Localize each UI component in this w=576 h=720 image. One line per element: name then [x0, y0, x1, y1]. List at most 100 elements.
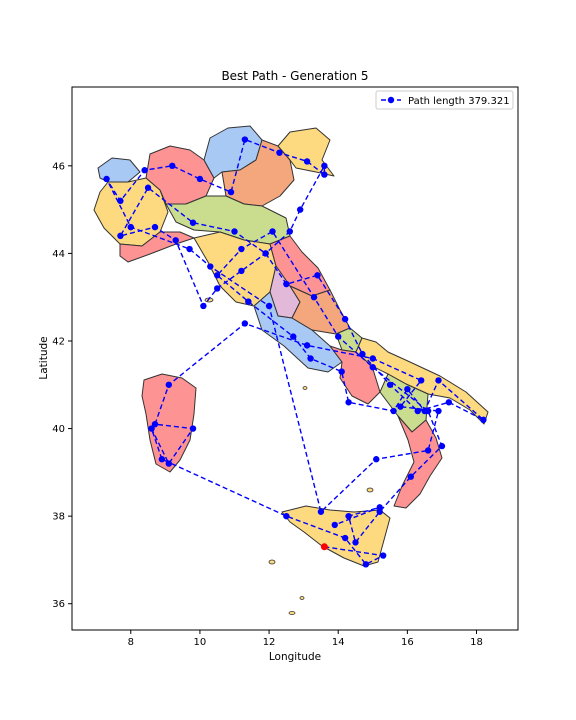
- city-point: [238, 267, 245, 275]
- plot-layer: [103, 136, 487, 568]
- city-point: [424, 407, 432, 415]
- city-point: [286, 228, 294, 235]
- axes-frame: [71, 86, 519, 631]
- city-point: [231, 228, 238, 235]
- city-point: [245, 298, 252, 305]
- island-ustica: [268, 559, 276, 565]
- region-sicilia: [281, 505, 391, 567]
- city-point: [241, 136, 249, 143]
- city-point: [151, 223, 159, 231]
- city-point: [141, 167, 148, 174]
- city-point: [158, 456, 166, 463]
- city-point: [362, 561, 370, 568]
- island-ponza: [302, 386, 308, 390]
- city-point: [262, 250, 269, 257]
- y-axis-label: Latitude: [38, 336, 50, 379]
- city-point: [214, 272, 221, 279]
- city-point: [397, 403, 404, 410]
- city-point: [331, 521, 338, 529]
- city-point: [151, 420, 159, 428]
- city-point: [117, 197, 124, 205]
- city-point: [314, 272, 321, 279]
- city-point: [352, 539, 359, 546]
- x-axis-ticks: 8 10 12 14 16 18: [128, 630, 483, 648]
- city-point: [117, 232, 124, 240]
- legend-label: Path length 379.321: [408, 96, 510, 107]
- city-point: [127, 223, 134, 231]
- region-emilia: [165, 195, 291, 245]
- city-point: [189, 425, 197, 432]
- city-point: [373, 456, 380, 463]
- city-point: [345, 512, 352, 520]
- start-point: [320, 543, 328, 551]
- y-tick-label: 40: [52, 424, 65, 435]
- city-point: [238, 245, 245, 253]
- city-point: [424, 447, 432, 454]
- city-point: [296, 206, 304, 213]
- legend-box: [375, 90, 514, 110]
- island-lampedusa: [288, 611, 296, 615]
- city-point: [214, 285, 221, 292]
- region-sardegna: [141, 373, 197, 473]
- y-tick-label: 38: [52, 512, 65, 523]
- city-point: [172, 237, 179, 244]
- city-point: [341, 534, 349, 542]
- region-friuli: [277, 127, 335, 177]
- city-point: [307, 355, 314, 362]
- city-point: [303, 158, 311, 165]
- legend: Path length 379.321: [375, 90, 514, 110]
- city-point: [283, 512, 290, 520]
- x-axis-label: Longitude: [269, 651, 321, 663]
- region-calabria: [393, 415, 443, 509]
- city-point: [303, 342, 311, 349]
- city-point: [414, 407, 421, 415]
- city-point: [404, 385, 411, 393]
- city-point: [200, 302, 207, 310]
- city-point: [196, 175, 204, 183]
- city-point: [265, 302, 273, 310]
- x-tick-label: 8: [128, 637, 134, 648]
- city-point: [144, 184, 152, 191]
- y-axis-ticks: 36 38 40 42 44 46: [52, 161, 72, 610]
- city-point: [103, 175, 110, 183]
- island-pantelleria: [299, 596, 305, 600]
- y-tick-label: 44: [52, 249, 65, 260]
- city-point: [480, 416, 487, 424]
- city-point: [438, 442, 446, 450]
- city-point: [335, 333, 342, 340]
- x-tick-label: 18: [470, 637, 483, 648]
- city-point: [283, 280, 290, 288]
- city-point: [276, 149, 283, 156]
- city-point: [369, 355, 376, 362]
- y-tick-label: 36: [52, 599, 65, 610]
- city-point: [359, 350, 366, 358]
- city-point: [165, 460, 173, 467]
- city-point: [165, 381, 173, 388]
- city-point: [345, 399, 352, 406]
- city-point: [310, 293, 318, 301]
- city-point: [321, 171, 328, 178]
- city-point: [207, 263, 214, 270]
- city-point: [189, 219, 197, 226]
- city-point: [269, 228, 276, 235]
- city-point: [341, 315, 349, 323]
- city-point: [290, 333, 297, 340]
- city-point: [376, 508, 383, 515]
- city-point: [407, 473, 415, 480]
- region-valle-aosta: [97, 157, 141, 183]
- city-point: [338, 368, 345, 375]
- island-lipari: [366, 487, 374, 493]
- city-point: [445, 399, 453, 406]
- city-point: [321, 162, 328, 170]
- x-tick-label: 10: [194, 637, 207, 648]
- city-point: [241, 320, 249, 327]
- city-point: [317, 508, 325, 515]
- city-point: [435, 407, 442, 415]
- city-point: [227, 188, 235, 196]
- y-tick-label: 46: [52, 161, 65, 172]
- city-point: [186, 245, 193, 253]
- x-tick-label: 16: [401, 637, 414, 648]
- city-point: [169, 162, 176, 170]
